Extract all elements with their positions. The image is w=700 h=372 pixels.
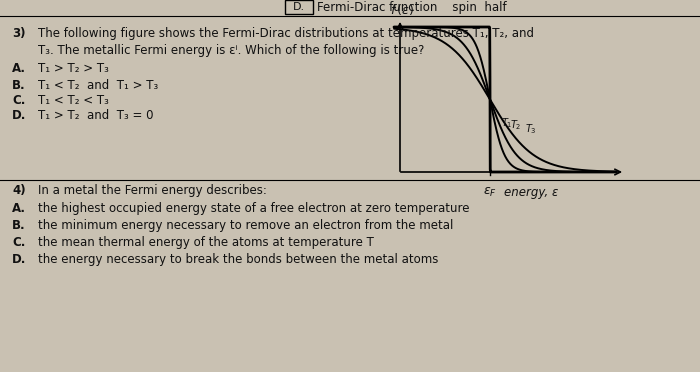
Text: A.: A.	[12, 202, 26, 215]
Text: C.: C.	[12, 236, 25, 249]
Text: the highest occupied energy state of a free electron at zero temperature: the highest occupied energy state of a f…	[38, 202, 470, 215]
Text: D.: D.	[293, 2, 305, 12]
Text: The following figure shows the Fermi-Dirac distributions at temperatures T₁, T₂,: The following figure shows the Fermi-Dir…	[38, 27, 534, 40]
Text: the energy necessary to break the bonds between the metal atoms: the energy necessary to break the bonds …	[38, 253, 438, 266]
Text: $T_3$: $T_3$	[525, 122, 537, 136]
Text: $T_2$: $T_2$	[510, 119, 522, 132]
Text: T₁ < T₂  and  T₁ > T₃: T₁ < T₂ and T₁ > T₃	[38, 79, 158, 92]
Text: 3): 3)	[12, 27, 25, 40]
Bar	[285, 0, 313, 14]
Text: C.: C.	[12, 94, 25, 107]
Text: D.: D.	[12, 253, 27, 266]
Text: T₃. The metallic Fermi energy is εⁱ. Which of the following is true?: T₃. The metallic Fermi energy is εⁱ. Whi…	[38, 44, 424, 57]
Text: In a metal the Fermi energy describes:: In a metal the Fermi energy describes:	[38, 184, 267, 197]
Text: $T_1$: $T_1$	[501, 116, 512, 130]
Text: the mean thermal energy of the atoms at temperature T: the mean thermal energy of the atoms at …	[38, 236, 374, 249]
Text: the minimum energy necessary to remove an electron from the metal: the minimum energy necessary to remove a…	[38, 219, 454, 232]
Text: T₁ > T₂  and  T₃ = 0: T₁ > T₂ and T₃ = 0	[38, 109, 153, 122]
Text: T₁ > T₂ > T₃: T₁ > T₂ > T₃	[38, 62, 109, 75]
Text: B.: B.	[12, 79, 26, 92]
Text: $\varepsilon_F$: $\varepsilon_F$	[483, 186, 497, 199]
Text: Fermi-Dirac function    spin  half: Fermi-Dirac function spin half	[317, 0, 507, 13]
Text: T₁ < T₂ < T₃: T₁ < T₂ < T₃	[38, 94, 109, 107]
Text: D.: D.	[12, 109, 27, 122]
Text: energy, ε: energy, ε	[504, 186, 559, 199]
Text: A.: A.	[12, 62, 26, 75]
Text: $f\,(\varepsilon)$: $f\,(\varepsilon)$	[390, 2, 414, 17]
Text: 4): 4)	[12, 184, 26, 197]
Text: B.: B.	[12, 219, 26, 232]
